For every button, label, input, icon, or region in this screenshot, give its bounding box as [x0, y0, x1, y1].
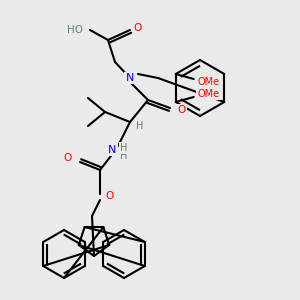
Text: HO: HO [67, 25, 83, 35]
Text: O: O [134, 23, 142, 33]
Text: O: O [64, 153, 72, 163]
Text: O: O [178, 105, 186, 115]
Text: N: N [126, 73, 134, 83]
Text: N: N [108, 145, 116, 155]
Text: H: H [136, 121, 144, 131]
Text: OMe: OMe [198, 89, 220, 99]
Text: H: H [120, 151, 128, 161]
Text: OMe: OMe [198, 77, 220, 87]
Text: H: H [120, 143, 128, 153]
Text: O: O [106, 191, 114, 201]
